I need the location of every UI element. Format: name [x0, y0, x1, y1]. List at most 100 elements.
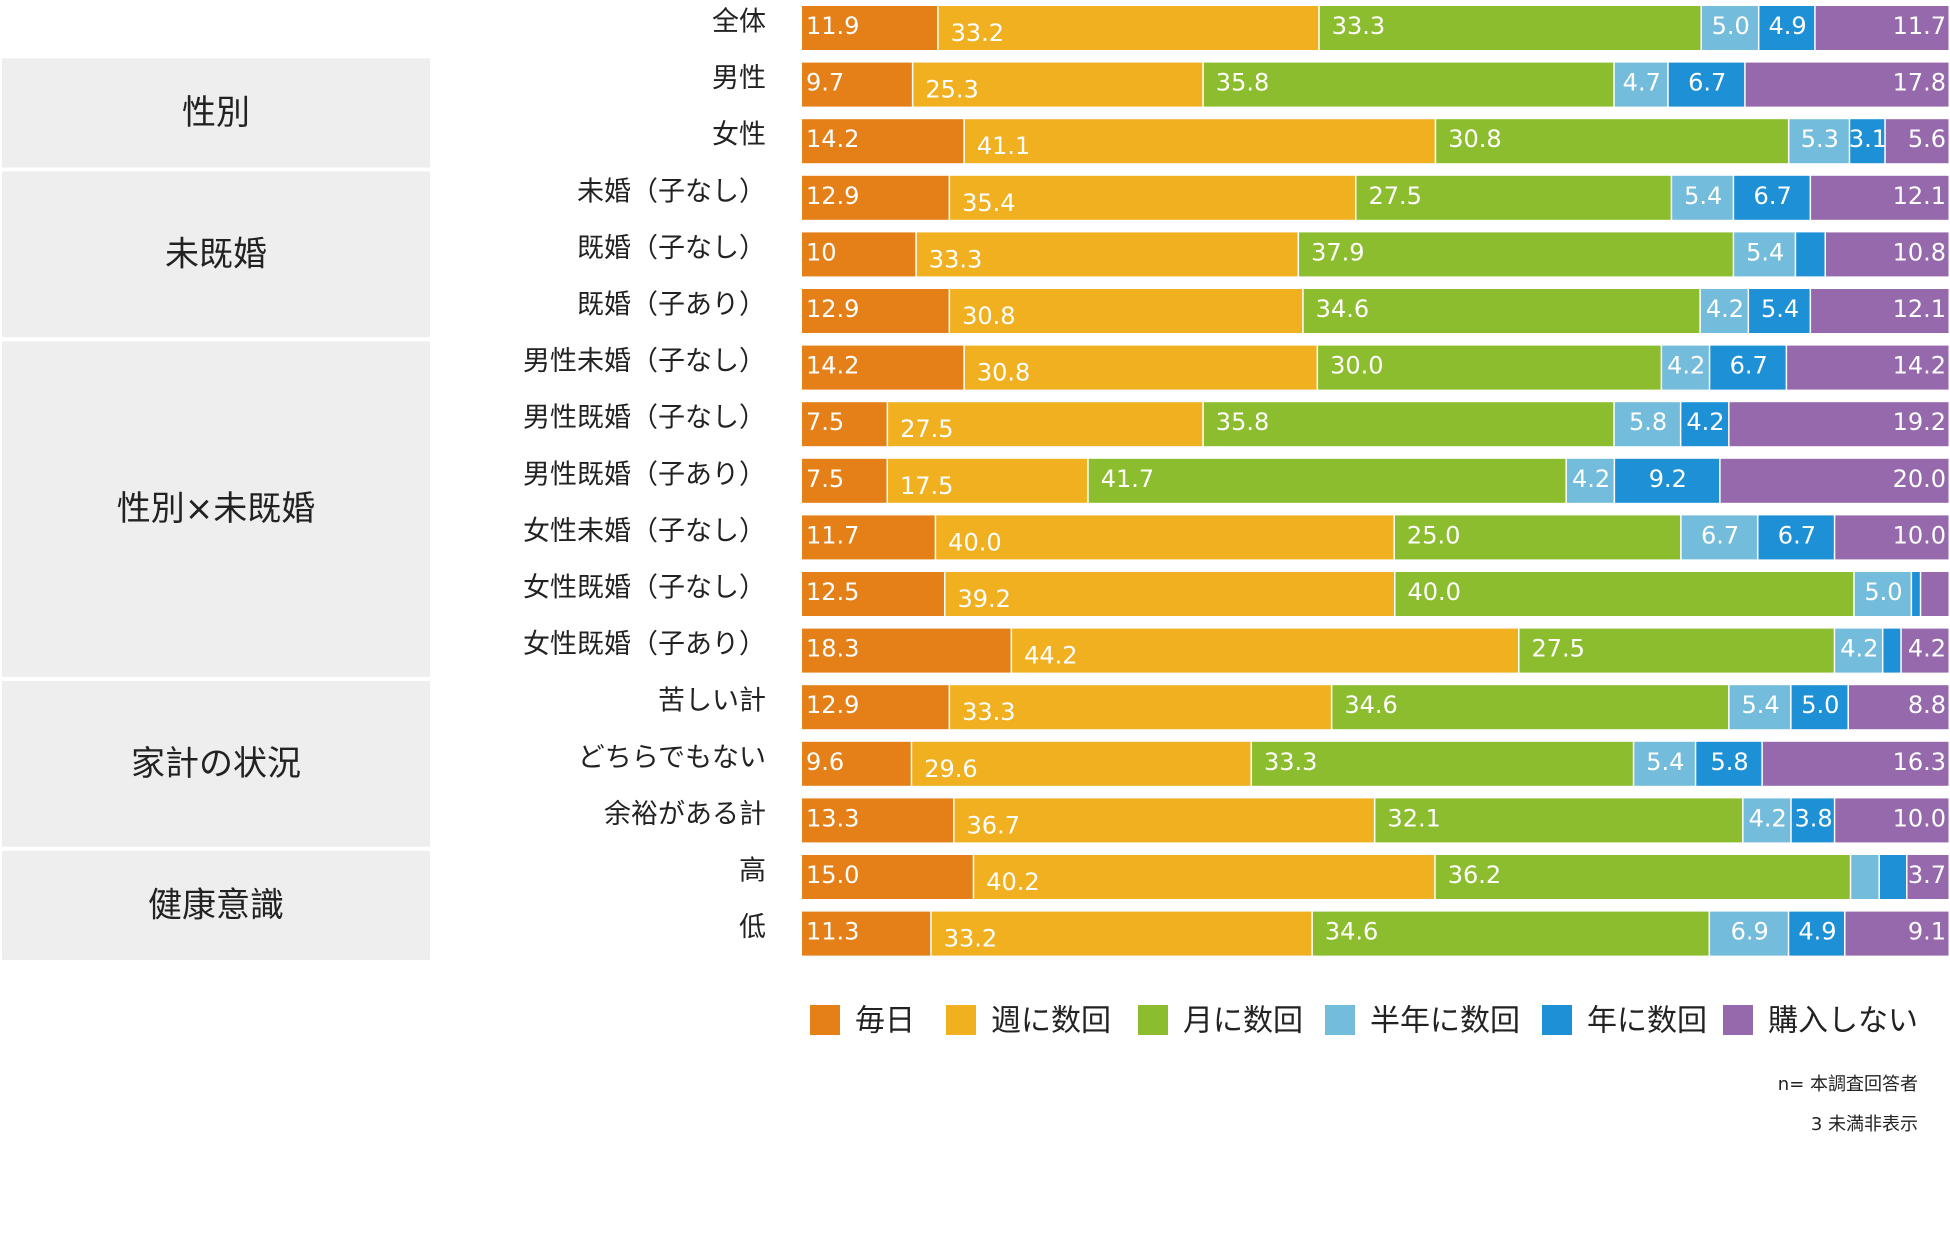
bar-segment [1672, 175, 1733, 220]
bar-segment [1851, 855, 1879, 899]
row-label: 低 [739, 912, 766, 943]
data-label: 11.7 [1893, 12, 1946, 40]
bar-segment [1203, 402, 1614, 447]
bar-segment [1710, 911, 1788, 956]
data-label: 36.2 [1448, 861, 1501, 889]
bar-segment [1791, 798, 1834, 843]
data-label: 6.7 [1688, 69, 1726, 97]
bar-segment [1436, 119, 1788, 164]
bar-segment [1762, 741, 1949, 786]
row-label: 女性未婚（子なし） [523, 516, 766, 547]
data-label: 10.0 [1893, 521, 1946, 549]
bar-segment [888, 458, 1088, 503]
group-box [2, 341, 430, 677]
bar-segment [802, 911, 931, 956]
row-label: 全体 [712, 7, 766, 38]
legend-entry: 購入しない [1768, 1004, 1918, 1039]
bar-segment [1720, 458, 1949, 503]
bar-segment [1789, 911, 1845, 956]
bar-segment [802, 798, 954, 843]
bar-segment [1921, 572, 1949, 616]
data-label: 12.9 [806, 295, 859, 323]
data-label: 10.8 [1893, 238, 1946, 266]
data-label: 10 [806, 238, 837, 266]
data-label: 35.4 [962, 189, 1015, 217]
bar-segment [1332, 685, 1729, 730]
data-label: 33.3 [1332, 12, 1385, 40]
bar-segment [1734, 232, 1795, 277]
data-label: 30.8 [962, 302, 1015, 330]
bar-segment [1850, 119, 1885, 164]
bar-segment [1614, 62, 1668, 107]
data-label: 5.4 [1684, 182, 1722, 210]
footnote: n= 本調査回答者 [1778, 1074, 1918, 1095]
data-label: 30.8 [1448, 125, 1501, 153]
data-label: 34.6 [1344, 691, 1397, 719]
data-label: 41.7 [1101, 465, 1154, 493]
data-label: 6.7 [1730, 352, 1768, 380]
group-label: 性別×未既婚 [117, 489, 316, 529]
data-label: 5.4 [1646, 748, 1684, 776]
row-label: 既婚（子なし） [577, 233, 766, 264]
data-label: 7.5 [806, 465, 844, 493]
data-label: 33.2 [951, 19, 1004, 47]
row-label: 女性 [712, 120, 766, 151]
group-label: 未既婚 [165, 234, 267, 274]
row-label: どちらでもない [578, 742, 766, 773]
bar-segment [1789, 119, 1849, 164]
group-box [2, 171, 430, 338]
bar-segment [802, 515, 935, 560]
bar-segment [1681, 402, 1729, 447]
bar-segment [1835, 515, 1949, 560]
data-label: 4.2 [1706, 295, 1744, 323]
bar-segment [938, 6, 1319, 50]
data-label: 35.8 [1216, 408, 1269, 436]
data-label: 25.3 [925, 76, 978, 104]
data-label: 41.1 [977, 132, 1030, 160]
data-label: 44.2 [1024, 642, 1077, 670]
data-label: 5.0 [1801, 691, 1839, 719]
bar-segment [913, 62, 1203, 107]
data-label: 7.5 [806, 408, 844, 436]
bar-segment [1252, 741, 1633, 786]
data-label: 40.0 [1408, 578, 1461, 606]
bar-segment [945, 572, 1395, 616]
legend-entry: 半年に数回 [1370, 1004, 1520, 1039]
group-box [2, 680, 430, 847]
bar-segment [802, 402, 887, 447]
data-label: 20.0 [1893, 465, 1946, 493]
data-label: 12.9 [806, 691, 859, 719]
data-label: 15.0 [806, 861, 859, 889]
data-label: 19.2 [1893, 408, 1946, 436]
data-label: 18.3 [806, 635, 859, 663]
bar-segment [1912, 572, 1920, 616]
data-label: 11.7 [806, 521, 859, 549]
bars: 11.9 33.2 33.3 5.0 4.9 11.7 9.7 25.3 35.8 4.7 6.7 1… [802, 6, 1949, 956]
bar-segment [802, 232, 916, 277]
bar-segment [964, 119, 1435, 164]
bar-segment [1012, 628, 1518, 673]
bar-segment [1710, 345, 1786, 390]
bar-segment [1312, 911, 1709, 956]
data-label: 4.2 [1572, 465, 1610, 493]
bar-segment [802, 345, 964, 390]
data-label: 11.9 [806, 12, 859, 40]
legend-entry: 毎日 [855, 1004, 915, 1039]
bar-segment [1796, 232, 1825, 277]
legend: 毎日 週に数回 月に数回 半年に数回 年に数回 購入しない [810, 1004, 1918, 1039]
data-label: 14.2 [1893, 352, 1946, 380]
bar-segment [1662, 345, 1709, 390]
data-label: 33.3 [962, 698, 1015, 726]
data-label: 5.0 [1864, 578, 1902, 606]
bar-segment [950, 289, 1303, 333]
data-label: 4.9 [1798, 918, 1836, 946]
data-label: 37.9 [1311, 238, 1364, 266]
bar-segment [936, 515, 1394, 560]
bar-segment [931, 911, 1312, 956]
legend-swatch [1723, 1005, 1753, 1035]
data-label: 5.4 [1741, 691, 1779, 719]
data-label: 4.2 [1840, 635, 1878, 663]
bar-segment [964, 345, 1317, 390]
bar-segment [802, 855, 973, 899]
